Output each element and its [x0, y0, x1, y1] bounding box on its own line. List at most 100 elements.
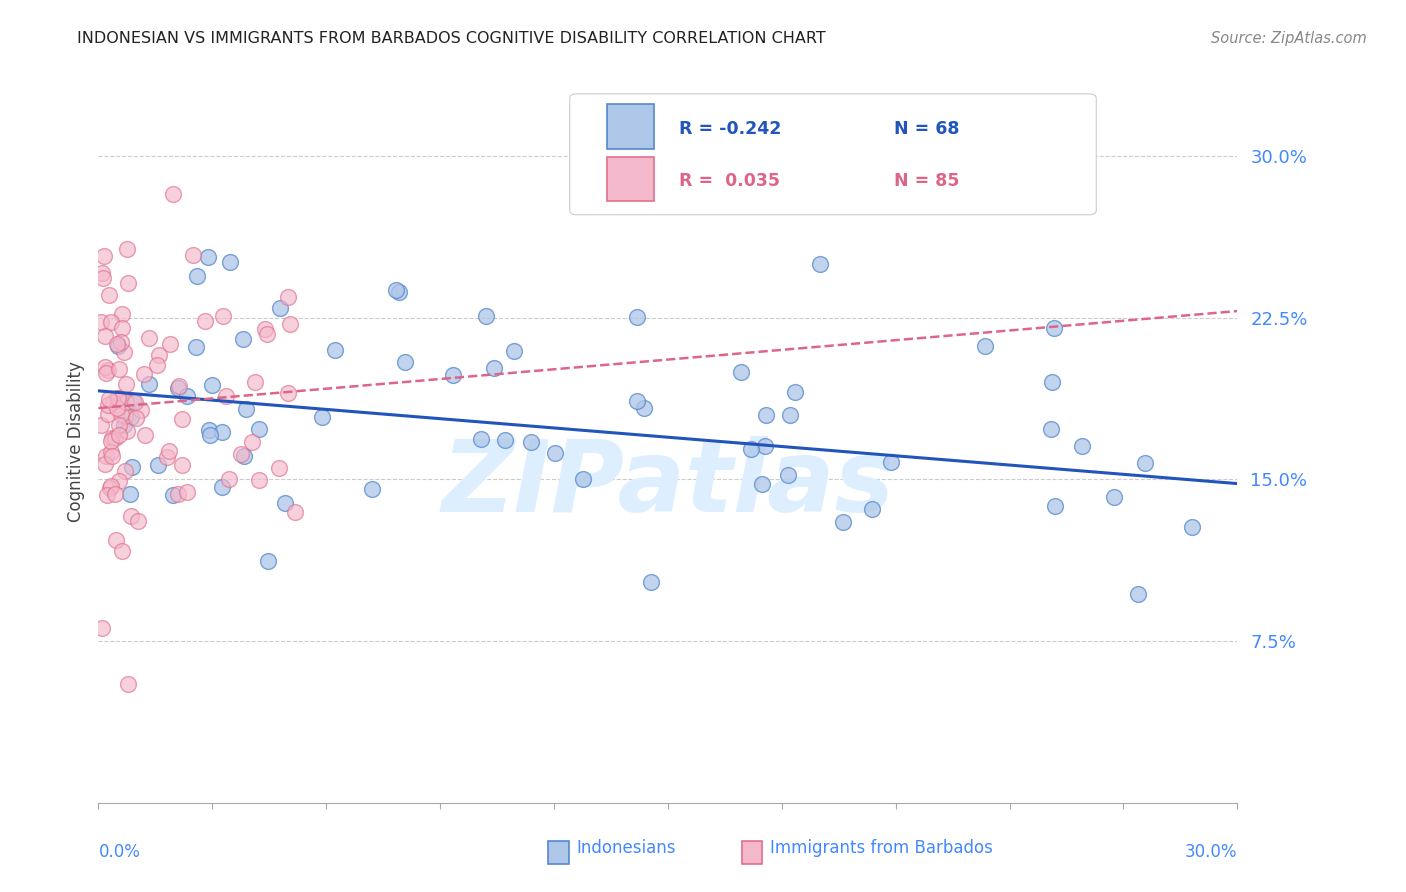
Y-axis label: Cognitive Disability: Cognitive Disability	[66, 361, 84, 522]
Point	[783, 385, 806, 400]
Point	[118, 487, 141, 501]
Point	[114, 409, 136, 423]
Point	[105, 401, 128, 415]
Point	[277, 386, 299, 401]
Point	[127, 514, 149, 528]
Point	[94, 360, 117, 375]
Point	[96, 366, 118, 380]
Point	[115, 395, 138, 409]
Point	[100, 434, 122, 449]
Point	[626, 393, 648, 408]
Point	[176, 389, 198, 403]
Point	[1043, 321, 1066, 335]
Point	[240, 434, 263, 449]
Point	[243, 375, 266, 389]
Point	[120, 508, 142, 523]
Point	[633, 401, 655, 416]
Point	[1128, 587, 1150, 601]
Point	[100, 315, 122, 329]
Text: ZIPatlas: ZIPatlas	[441, 436, 894, 533]
Text: 0.0%: 0.0%	[98, 843, 141, 861]
Point	[201, 378, 224, 392]
Point	[112, 344, 135, 359]
Point	[277, 290, 299, 304]
Point	[115, 377, 138, 392]
Point	[110, 408, 132, 422]
Point	[388, 285, 411, 300]
Point	[107, 391, 129, 405]
Point	[93, 249, 115, 263]
Point	[170, 412, 193, 426]
Point	[1040, 375, 1063, 389]
Point	[755, 408, 778, 422]
Point	[385, 283, 408, 297]
Point	[100, 479, 122, 493]
Point	[110, 334, 132, 349]
Point	[97, 399, 120, 413]
Point	[1133, 456, 1156, 470]
Point	[94, 449, 117, 463]
Text: N = 85: N = 85	[894, 172, 960, 190]
Point	[626, 310, 648, 324]
Point	[235, 402, 257, 417]
Point	[257, 554, 280, 568]
Point	[124, 395, 146, 409]
Point	[129, 403, 152, 417]
Point	[231, 447, 253, 461]
Point	[97, 407, 120, 421]
Point	[91, 266, 114, 280]
Point	[134, 428, 156, 442]
Point	[831, 516, 853, 530]
Point	[101, 431, 124, 445]
Point	[114, 417, 136, 432]
Point	[211, 310, 233, 324]
Point	[117, 276, 139, 290]
Point	[108, 474, 131, 488]
Point	[470, 433, 492, 447]
Point	[117, 242, 139, 256]
Point	[441, 368, 464, 382]
Point	[751, 476, 773, 491]
Point	[194, 314, 217, 328]
Point	[90, 315, 112, 329]
Point	[181, 248, 204, 262]
Point	[215, 389, 238, 403]
Point	[101, 449, 124, 463]
Point	[1181, 519, 1204, 533]
Point	[730, 365, 752, 379]
Point	[1071, 439, 1094, 453]
Point	[520, 434, 543, 449]
Point	[107, 391, 129, 405]
Point	[218, 255, 240, 269]
Point	[198, 428, 221, 442]
Point	[879, 454, 901, 468]
Point	[104, 533, 127, 547]
Point	[249, 473, 271, 487]
Point	[640, 574, 662, 589]
Point	[1043, 500, 1066, 514]
Point	[169, 378, 191, 392]
Point	[138, 377, 160, 392]
Point	[148, 348, 170, 362]
Point	[323, 343, 346, 357]
Point	[162, 488, 184, 502]
Point	[186, 340, 208, 354]
Point	[122, 394, 145, 409]
Point	[860, 502, 883, 516]
Point	[111, 307, 134, 321]
Point	[311, 410, 333, 425]
Point	[186, 269, 208, 284]
Point	[105, 337, 128, 351]
Point	[148, 458, 170, 472]
Point	[100, 481, 122, 495]
Point	[91, 621, 114, 635]
Point	[146, 359, 169, 373]
Text: R = -0.242: R = -0.242	[679, 120, 782, 137]
Point	[117, 677, 139, 691]
Bar	[742, 841, 762, 864]
Point	[808, 257, 831, 271]
Point	[115, 425, 138, 439]
Point	[124, 411, 146, 425]
Point	[1102, 490, 1125, 504]
Point	[247, 421, 270, 435]
